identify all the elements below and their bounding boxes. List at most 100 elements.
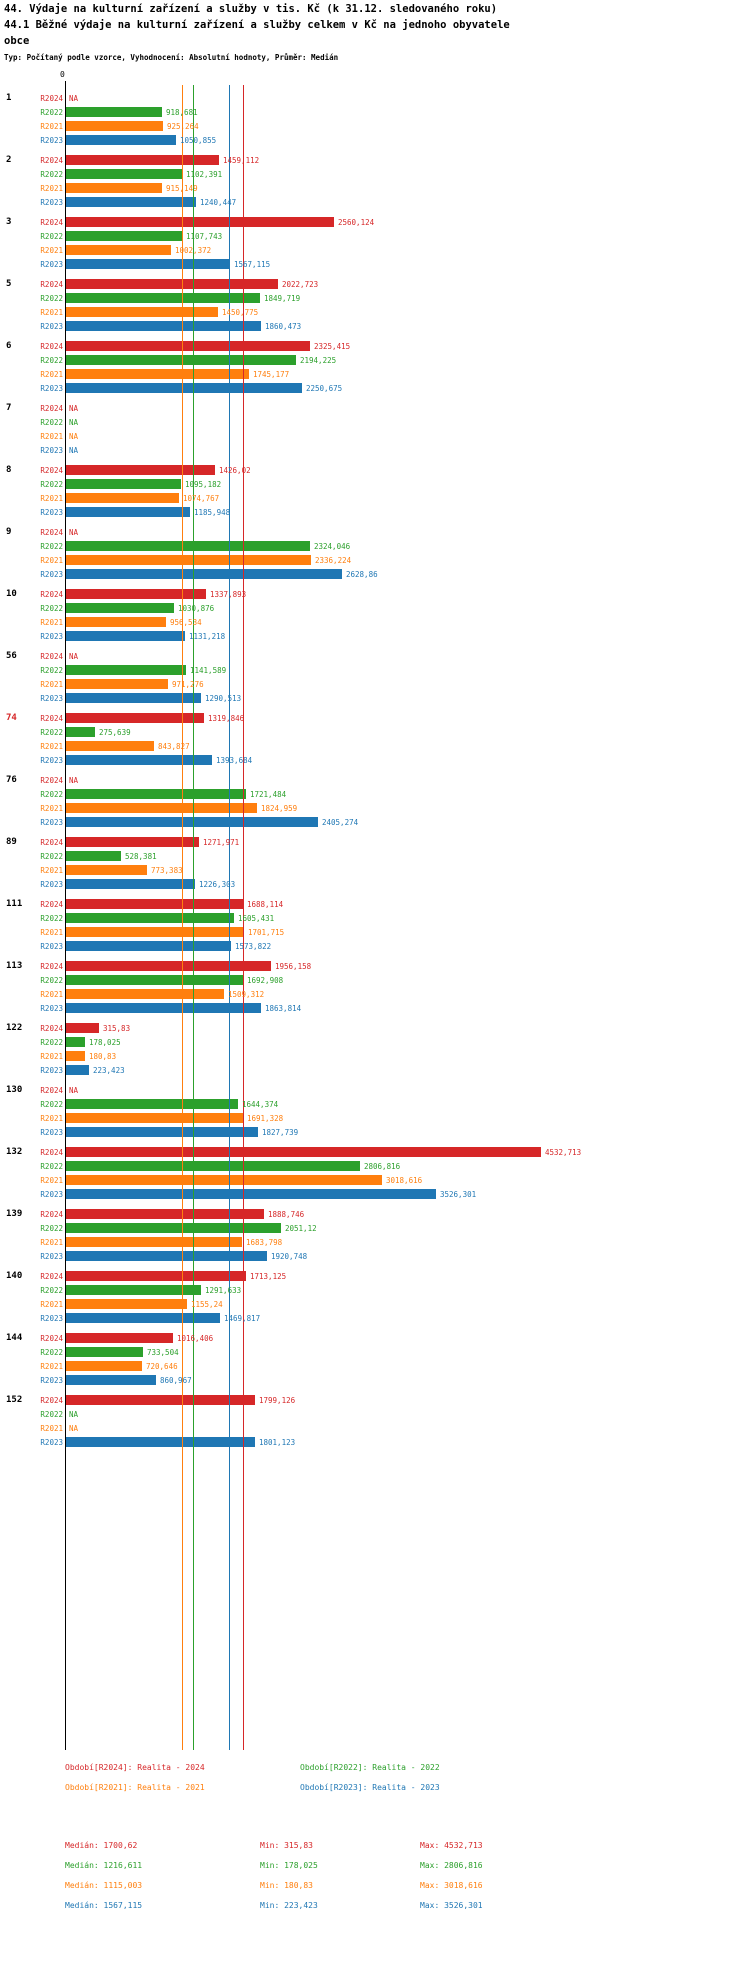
stat-label: Max: [420,1901,440,1910]
value-label: 1701,715 [248,928,285,937]
bar-r2023 [66,321,261,331]
stat-label: Medián: [65,1901,99,1910]
year-label: R2022 [40,604,63,613]
year-label: R2024 [40,94,63,103]
value-label: 843,827 [158,742,190,751]
bar-r2022 [66,1223,281,1233]
year-label: R2024 [40,900,63,909]
group-label: 89 [6,837,17,847]
bar-r2021 [66,617,166,627]
bar-r2021 [66,1361,142,1371]
value-label: 1450,775 [222,308,259,317]
bar-r2021 [66,121,163,131]
value-label-na: NA [69,1086,79,1095]
stat-label: Max: [420,1841,440,1850]
year-label: R2021 [40,866,63,875]
bar-r2023 [66,197,196,207]
value-label: 1185,948 [194,508,231,517]
year-label: R2024 [40,218,63,227]
value-label: 773,383 [151,866,183,875]
stat-median-r2024: Medián: 1700,62 [65,1841,137,1850]
value-label: 1692,908 [247,976,284,985]
stat-label: Medián: [65,1861,99,1870]
year-label: R2023 [40,322,63,331]
year-label: R2021 [40,990,63,999]
value-label: 1509,312 [228,990,265,999]
bar-r2021 [66,307,218,317]
group-label: 2 [6,155,12,165]
group-label: 152 [6,1395,23,1405]
year-label: R2023 [40,384,63,393]
year-label: R2023 [40,198,63,207]
value-label: 1107,743 [186,232,223,241]
year-label: R2023 [40,136,63,145]
value-label: 1319,846 [208,714,245,723]
bar-r2024 [66,1333,173,1343]
value-label: 2405,274 [322,818,359,827]
group-label: 3 [6,217,12,227]
bar-r2023 [66,1375,156,1385]
value-label-na: NA [69,404,79,413]
year-label: R2024 [40,1024,63,1033]
value-label-na: NA [69,776,79,785]
year-label: R2023 [40,632,63,641]
value-label: 2806,816 [364,1162,401,1171]
bar-r2024 [66,1395,255,1405]
bar-r2022 [66,1099,238,1109]
year-label: R2024 [40,962,63,971]
bar-r2021 [66,369,249,379]
value-label: 1824,959 [261,804,298,813]
stat-min-r2022: Min: 178,025 [260,1861,318,1870]
bar-r2024 [66,1271,246,1281]
bar-r2022 [66,107,162,117]
median-line-r2022 [193,85,194,1750]
year-label: R2021 [40,928,63,937]
year-label: R2022 [40,232,63,241]
year-label: R2022 [40,1038,63,1047]
value-label: 1050,855 [180,136,217,145]
value-label: 2051,12 [285,1224,317,1233]
value-label: 1920,748 [271,1252,308,1261]
year-label: R2022 [40,728,63,737]
value-label: 1155,24 [191,1300,223,1309]
value-label: 1290,513 [205,694,242,703]
value-label: 956,534 [170,618,202,627]
value-label: 275,639 [99,728,131,737]
year-label: R2023 [40,880,63,889]
group-label: 132 [6,1147,23,1157]
year-label: R2022 [40,108,63,117]
year-label: R2023 [40,694,63,703]
value-label: 1683,798 [246,1238,283,1247]
stat-value: 4532,713 [444,1841,483,1850]
legend-item-r2023: Období[R2023]: Realita - 2023 [300,1783,440,1792]
page-subtitle: 44.1 Běžné výdaje na kulturní zařízení a… [4,19,510,31]
year-label: R2022 [40,1410,63,1419]
bar-r2022 [66,1037,85,1047]
bar-r2021 [66,1175,382,1185]
stat-label: Max: [420,1881,440,1890]
value-label: 1102,391 [186,170,223,179]
value-label: 1291,633 [205,1286,242,1295]
value-label: 1337,893 [210,590,247,599]
stat-min-r2024: Min: 315,83 [260,1841,313,1850]
year-label: R2024 [40,776,63,785]
bar-r2023 [66,383,302,393]
value-label: 1393,684 [216,756,253,765]
stat-value: 178,025 [284,1861,318,1870]
year-label: R2022 [40,1224,63,1233]
stat-value: 315,83 [284,1841,313,1850]
value-label: 2324,046 [314,542,351,551]
group-label: 139 [6,1209,23,1219]
group-label: 122 [6,1023,23,1033]
bar-r2024 [66,155,219,165]
year-label: R2021 [40,308,63,317]
year-label: R2022 [40,294,63,303]
value-label: 223,423 [93,1066,125,1075]
stat-label: Medián: [65,1881,99,1890]
bar-r2024 [66,589,206,599]
bar-r2024 [66,1209,264,1219]
year-label: R2024 [40,1086,63,1095]
value-label: 1469,817 [224,1314,261,1323]
year-label: R2023 [40,1252,63,1261]
year-label: R2023 [40,1128,63,1137]
